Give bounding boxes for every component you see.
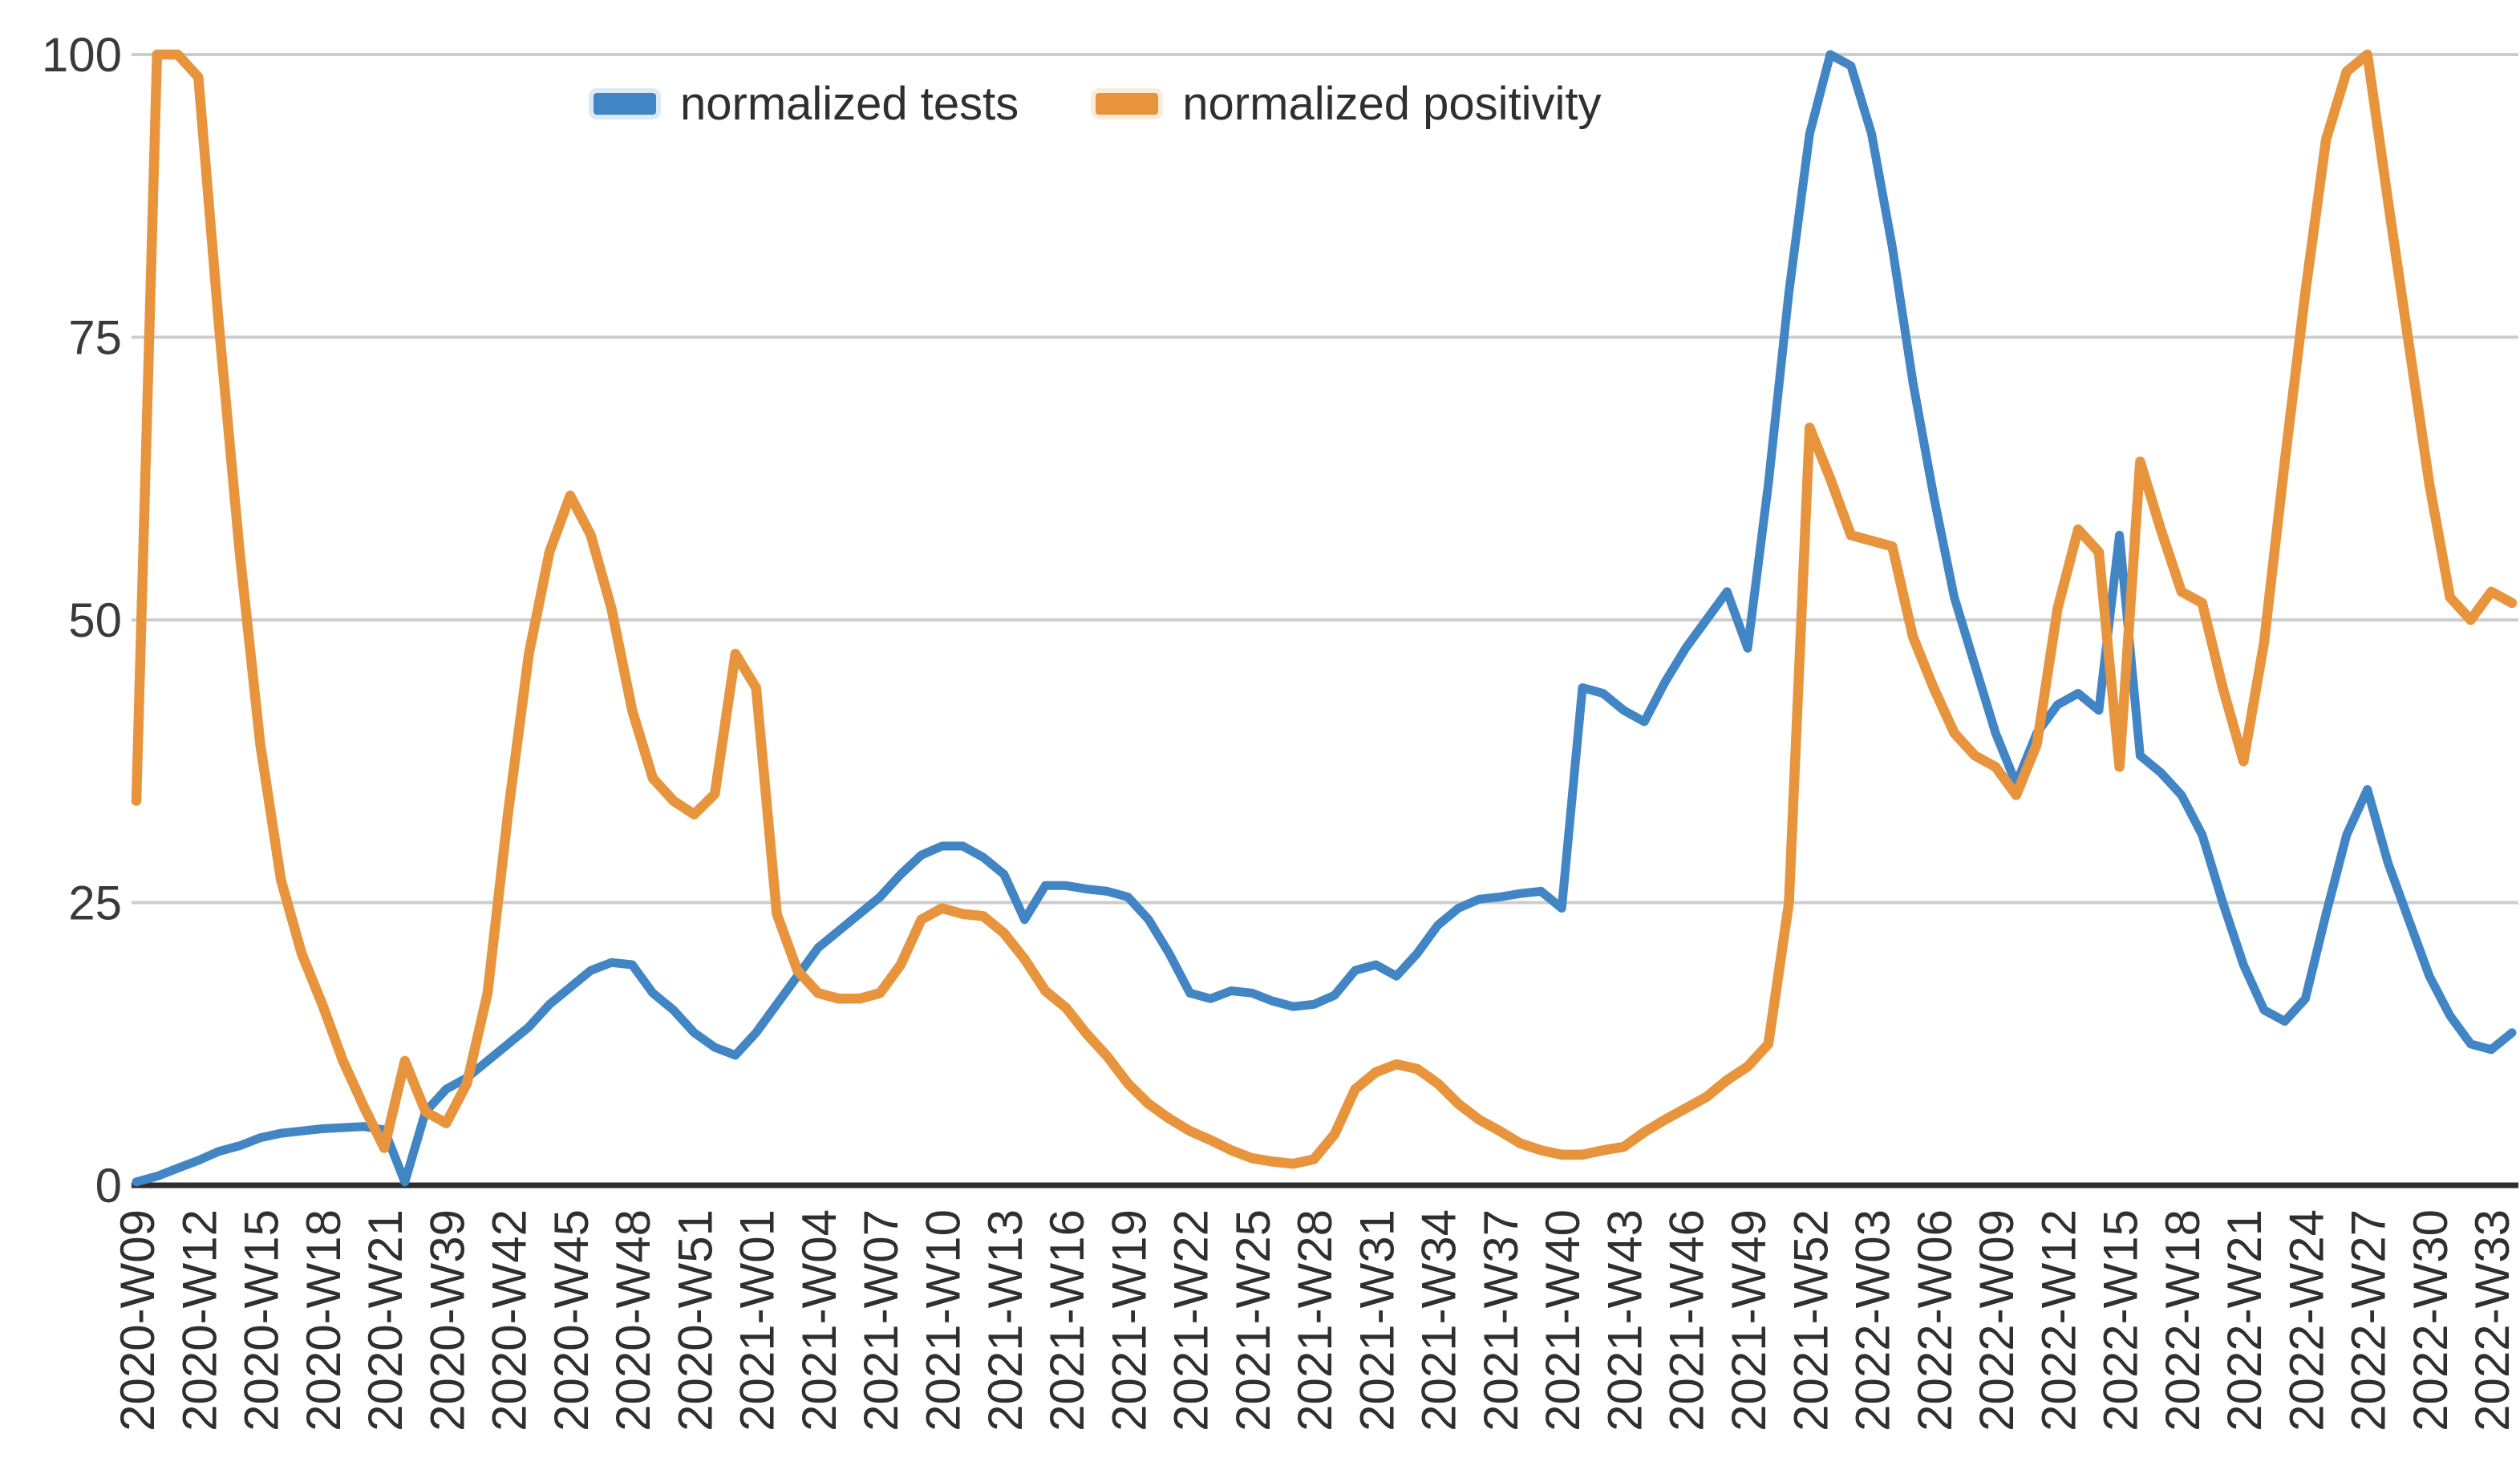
legend-item-tests: normalized tests	[594, 77, 1019, 131]
legend-label-tests: normalized tests	[680, 78, 1019, 130]
x-axis-tick-label: 2022-W03	[1846, 1209, 1900, 1431]
y-axis-tick-label: 25	[68, 877, 122, 930]
x-axis-tick-label: 2021-W01	[731, 1209, 784, 1431]
x-axis-tick-label: 2021-W52	[1784, 1209, 1837, 1431]
x-axis-tick-label: 2021-W13	[978, 1209, 1032, 1431]
x-axis-tick-label: 2020-W45	[545, 1209, 598, 1431]
x-axis-tick-label: 2021-W10	[917, 1209, 970, 1431]
x-axis-tick-label: 2022-W27	[2342, 1209, 2396, 1431]
x-axis-tick-label: 2021-W28	[1288, 1209, 1342, 1431]
x-axis-tick-label: 2020-W48	[606, 1209, 660, 1431]
y-axis-tick-label: 100	[42, 28, 122, 82]
x-axis-tick-label: 2022-W09	[1970, 1209, 2024, 1431]
tests-color-swatch-icon	[594, 93, 656, 115]
x-axis-tick-label: 2021-W40	[1536, 1209, 1590, 1431]
x-axis-tick-label: 2020-W21	[359, 1209, 412, 1431]
x-axis-tick-label: 2020-W39	[420, 1209, 474, 1431]
y-axis-tick-label: 75	[68, 311, 122, 365]
x-axis-tick-label: 2021-W43	[1598, 1209, 1651, 1431]
chart-legend: normalized tests normalized positivity	[594, 77, 1602, 131]
x-axis-tick-label: 2021-W16	[1040, 1209, 1094, 1431]
series-line-normalized-tests	[132, 50, 2517, 1187]
x-axis-tick-label: 2020-W12	[172, 1209, 226, 1431]
x-axis-tick-label: 2021-W25	[1226, 1209, 1280, 1431]
x-axis-tick-label: 2020-W18	[297, 1209, 350, 1431]
series-line-normalized-positivity	[131, 49, 2518, 1169]
legend-item-positivity: normalized positivity	[1096, 77, 1602, 131]
x-axis-tick-label: 2020-W42	[483, 1209, 537, 1431]
legend-label-positivity: normalized positivity	[1182, 78, 1602, 130]
x-axis-tick-label: 2020-W51	[668, 1209, 722, 1431]
x-axis-tick-label: 2022-W15	[2094, 1209, 2148, 1431]
x-axis-tick-label: 2021-W37	[1474, 1209, 1528, 1431]
x-axis-tick-label: 2022-W24	[2279, 1209, 2333, 1431]
x-axis-tick-label: 2022-W12	[2032, 1209, 2085, 1431]
x-axis-tick-label: 2021-W22	[1165, 1209, 1218, 1431]
x-axis-tick-label: 2020-W15	[235, 1209, 289, 1431]
x-axis-tick-label: 2020-W09	[111, 1209, 164, 1431]
x-axis-tick-label: 2022-W30	[2404, 1209, 2457, 1431]
x-axis-tick-label: 2021-W46	[1660, 1209, 1714, 1431]
x-axis-tick-label: 2022-W33	[2465, 1209, 2519, 1431]
x-axis-tick-label: 2021-W07	[854, 1209, 908, 1431]
x-axis-tick-label: 2021-W31	[1350, 1209, 1404, 1431]
y-axis-tick-label: 0	[95, 1159, 122, 1213]
x-axis-tick-label: 2021-W49	[1722, 1209, 1776, 1431]
x-axis-tick-label: 2021-W34	[1412, 1209, 1466, 1431]
x-axis-tick-label: 2021-W19	[1102, 1209, 1156, 1431]
x-axis-tick-label: 2022-W06	[1908, 1209, 1962, 1431]
x-axis-tick-label: 2022-W18	[2156, 1209, 2210, 1431]
y-axis-tick-label: 50	[68, 593, 122, 647]
x-axis-tick-label: 2022-W21	[2218, 1209, 2271, 1431]
positivity-color-swatch-icon	[1096, 93, 1159, 115]
x-axis-tick-label: 2021-W04	[792, 1209, 846, 1431]
